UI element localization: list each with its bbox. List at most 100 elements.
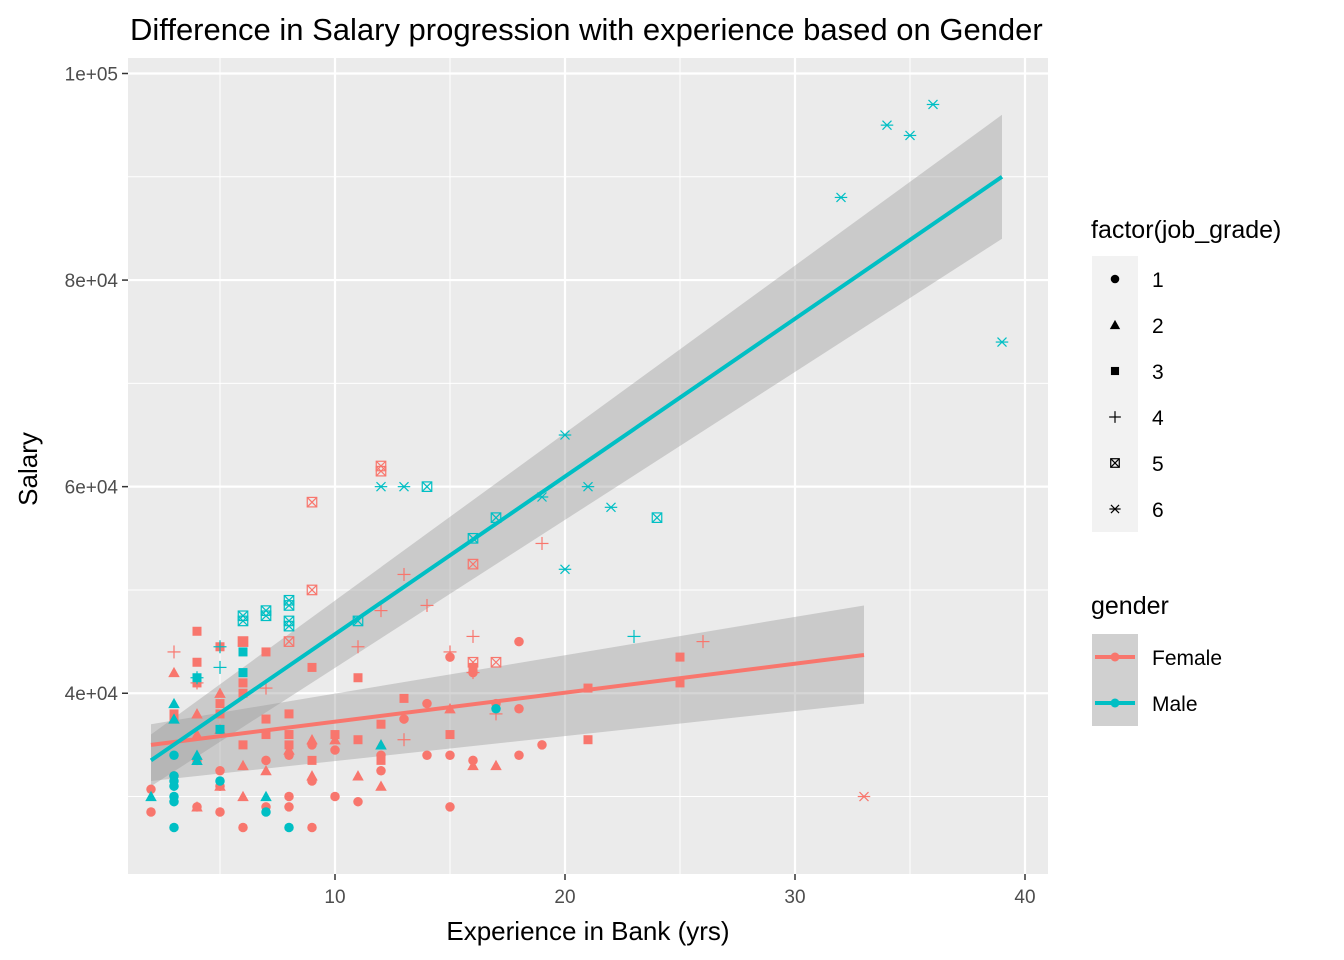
legend-label-grade: 1	[1152, 269, 1164, 292]
data-point	[214, 687, 226, 698]
confidence-band-male	[151, 114, 1002, 787]
data-point	[880, 120, 894, 131]
data-point	[168, 697, 180, 709]
data-point	[213, 660, 227, 674]
data-point	[190, 671, 204, 685]
data-point	[146, 807, 156, 817]
data-point	[422, 750, 432, 760]
data-point	[330, 745, 340, 755]
data-point	[284, 709, 294, 719]
data-point	[168, 713, 180, 724]
data-point	[535, 536, 549, 550]
series-female-grade-5	[237, 460, 502, 668]
chart-title: Difference in Salary progression with ex…	[130, 12, 1043, 47]
data-point	[399, 714, 409, 724]
data-point	[422, 698, 432, 709]
data-point	[238, 740, 248, 750]
legend-label-grade: 3	[1152, 361, 1164, 384]
legend-key-dot	[1110, 652, 1120, 662]
trend-line-male	[149, 175, 1004, 763]
data-point	[651, 512, 663, 523]
data-point	[192, 626, 202, 636]
legend-title-job-grade: factor(job_grade)	[1091, 216, 1281, 244]
data-point	[376, 719, 386, 729]
data-point	[213, 640, 227, 654]
data-point	[903, 130, 917, 141]
data-point	[420, 598, 434, 612]
legend-key-grade-3	[1110, 366, 1120, 376]
data-point	[330, 791, 340, 802]
data-point	[215, 765, 225, 776]
data-point	[445, 802, 455, 812]
data-point	[261, 647, 271, 657]
data-point	[353, 735, 363, 745]
data-point	[627, 629, 641, 643]
y-tick-label: 8e+04	[65, 271, 119, 292]
legend-key-grade-1	[1110, 274, 1120, 284]
data-point	[467, 558, 479, 570]
data-point	[284, 740, 294, 750]
data-point	[397, 481, 411, 492]
data-point	[237, 759, 249, 771]
data-point	[284, 791, 294, 802]
legend-label-gender: Male	[1152, 693, 1198, 716]
x-tick-label: 20	[554, 887, 575, 908]
data-point	[329, 733, 341, 745]
data-point	[261, 714, 271, 724]
data-point	[306, 584, 318, 596]
data-point	[353, 673, 363, 683]
data-point	[284, 802, 294, 812]
data-point	[284, 730, 294, 740]
series-female-grade-6	[857, 791, 871, 802]
x-tick-label: 10	[324, 887, 345, 908]
data-point	[238, 688, 248, 698]
plot-panel	[128, 58, 1048, 874]
data-point	[237, 636, 249, 647]
data-point	[260, 790, 272, 802]
data-point	[514, 703, 524, 714]
data-point	[169, 771, 179, 781]
legend-key-grade-5	[1110, 458, 1120, 468]
data-point	[307, 822, 317, 833]
y-tick-label: 6e+04	[65, 478, 119, 499]
series-female-grade-4	[167, 536, 710, 747]
data-point	[376, 755, 386, 765]
data-point	[215, 699, 225, 709]
data-point	[376, 765, 386, 776]
series-male-grade-2	[145, 697, 387, 802]
data-point	[443, 645, 457, 659]
data-point	[238, 668, 248, 678]
data-point	[467, 656, 479, 668]
legend-job-grade: factor(job_grade) 1 2 3 4 5 6	[1091, 216, 1281, 532]
data-point	[490, 759, 502, 771]
data-point	[374, 604, 388, 618]
data-point	[169, 750, 179, 760]
data-point	[352, 770, 364, 781]
data-point	[995, 337, 1009, 347]
data-point	[445, 730, 455, 740]
data-point	[583, 735, 593, 745]
data-point	[675, 678, 685, 688]
data-point	[237, 615, 249, 627]
data-point	[283, 636, 295, 647]
data-point	[306, 733, 318, 745]
legend-key-grade-4	[1109, 411, 1121, 423]
data-point	[834, 192, 848, 203]
data-point	[283, 600, 295, 611]
legend-label-grade: 6	[1152, 499, 1164, 522]
data-point	[215, 807, 225, 817]
data-point	[307, 755, 317, 765]
data-point	[397, 733, 411, 747]
y-axis-title: Salary	[13, 432, 43, 506]
data-point	[306, 770, 318, 781]
x-tick-label: 30	[784, 887, 805, 908]
series-male-grade-1	[169, 703, 501, 833]
data-point	[191, 754, 203, 765]
data-point	[558, 430, 572, 440]
data-point	[146, 784, 156, 795]
data-point	[558, 564, 572, 575]
y-tick-label: 4e+04	[65, 684, 119, 705]
legend-key-dot	[1110, 698, 1120, 708]
data-point	[168, 666, 180, 678]
data-point	[397, 567, 411, 581]
